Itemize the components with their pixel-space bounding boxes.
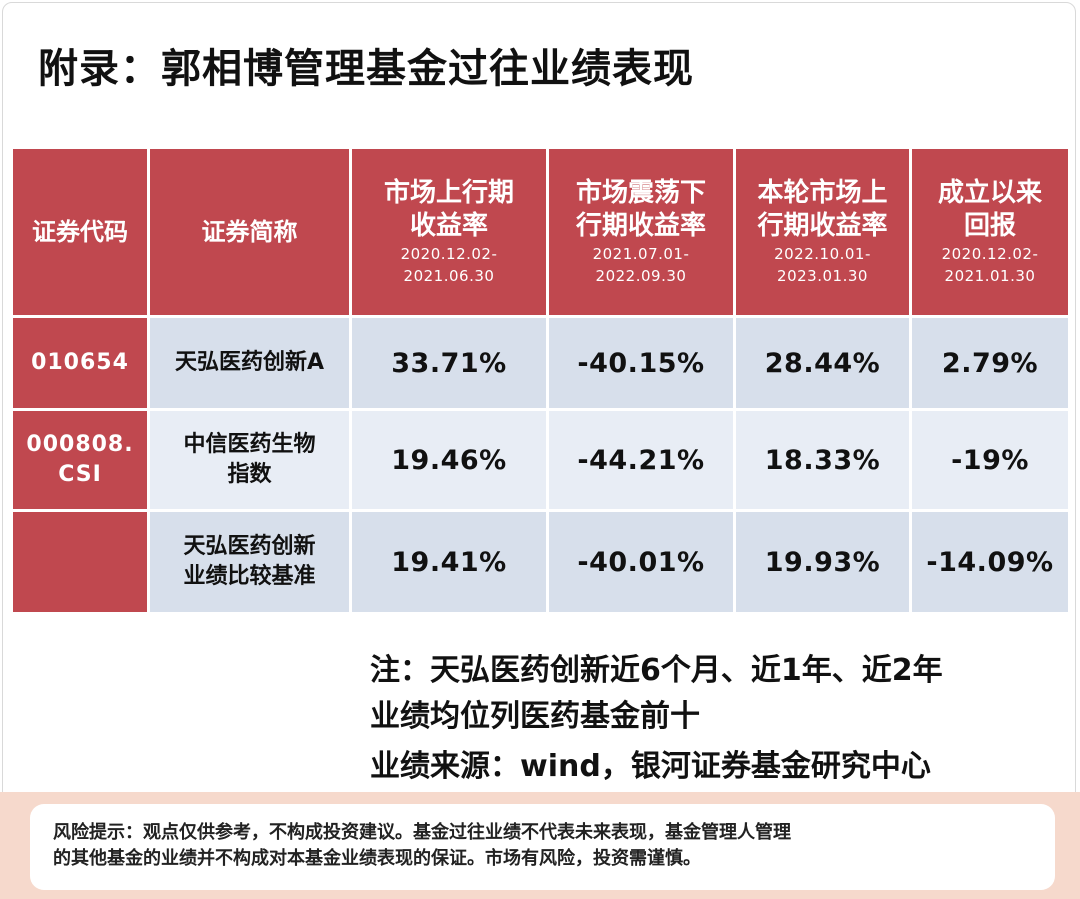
risk-line: 的其他基金的业绩并不构成对本基金业绩表现的保证。市场有风险，投资需谨慎。 [53, 848, 701, 869]
header-down-period: 市场震荡下 行期收益率 2021.07.01- 2022.09.30 [549, 149, 733, 315]
table-row: 000808. CSI 中信医药生物 指数 19.46% -44.21% 18.… [13, 411, 1068, 509]
page-title: 附录：郭相博管理基金过往业绩表现 [38, 46, 694, 92]
cell-up-period: 19.41% [352, 512, 546, 612]
header-current-up-period: 本轮市场上 行期收益率 2022.10.01- 2023.01.30 [736, 149, 909, 315]
risk-line: 风险提示：观点仅供参考，不构成投资建议。基金过往业绩不代表未来表现，基金管理人管… [53, 822, 791, 843]
row-code [13, 512, 147, 612]
performance-table: 证券代码 证券简称 市场上行期 收益率 2020.12.02- 2021.06.… [10, 146, 1071, 615]
table-header-row: 证券代码 证券简称 市场上行期 收益率 2020.12.02- 2021.06.… [13, 149, 1068, 315]
cell-since-inception: -19% [912, 411, 1068, 509]
row-name: 天弘医药创新A [150, 318, 349, 408]
header-up-period: 市场上行期 收益率 2020.12.02- 2021.06.30 [352, 149, 546, 315]
cell-since-inception: 2.79% [912, 318, 1068, 408]
note-line: 注：天弘医药创新近6个月、近1年、近2年 [370, 653, 943, 688]
table-row: 010654 天弘医药创新A 33.71% -40.15% 28.44% 2.7… [13, 318, 1068, 408]
table-row: 天弘医药创新 业绩比较基准 19.41% -40.01% 19.93% -14.… [13, 512, 1068, 612]
cell-down-period: -40.01% [549, 512, 733, 612]
row-code: 010654 [13, 318, 147, 408]
risk-disclaimer: 风险提示：观点仅供参考，不构成投资建议。基金过往业绩不代表未来表现，基金管理人管… [53, 820, 1043, 872]
cell-since-inception: -14.09% [912, 512, 1068, 612]
data-source: 业绩来源：wind，银河证券基金研究中心 [370, 749, 931, 784]
risk-box [30, 804, 1055, 890]
header-since-inception: 成立以来 回报 2020.12.02- 2021.01.30 [912, 149, 1068, 315]
header-code: 证券代码 [13, 149, 147, 315]
cell-current-up-period: 18.33% [736, 411, 909, 509]
cell-current-up-period: 19.93% [736, 512, 909, 612]
cell-up-period: 19.46% [352, 411, 546, 509]
cell-down-period: -40.15% [549, 318, 733, 408]
row-name: 天弘医药创新 业绩比较基准 [150, 512, 349, 612]
cell-current-up-period: 28.44% [736, 318, 909, 408]
header-name: 证券简称 [150, 149, 349, 315]
note-line: 业绩均位列医药基金前十 [370, 699, 700, 734]
cell-up-period: 33.71% [352, 318, 546, 408]
row-code: 000808. CSI [13, 411, 147, 509]
cell-down-period: -44.21% [549, 411, 733, 509]
performance-note: 注：天弘医药创新近6个月、近1年、近2年 业绩均位列医药基金前十 业绩来源：wi… [370, 648, 1060, 790]
row-name: 中信医药生物 指数 [150, 411, 349, 509]
